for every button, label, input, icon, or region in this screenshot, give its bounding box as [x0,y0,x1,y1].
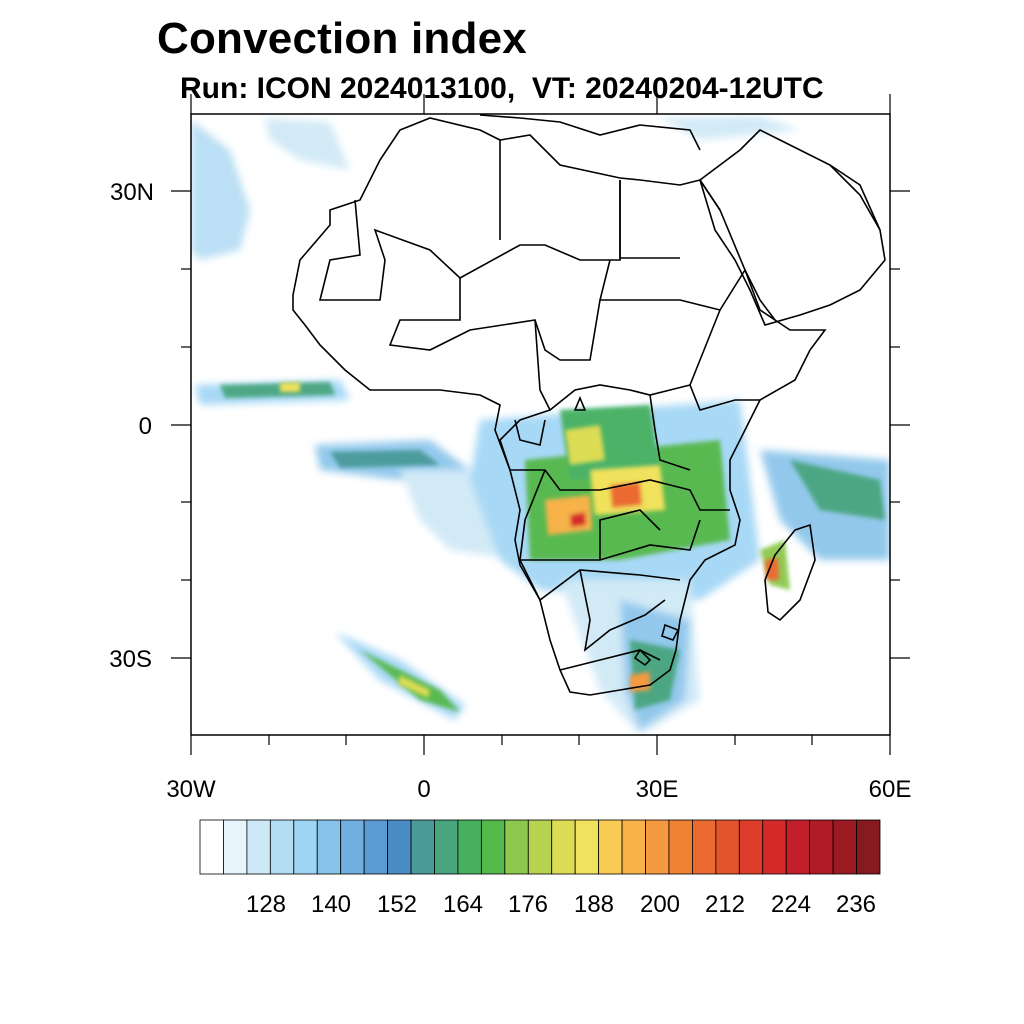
lat-label-30n: 30N [110,179,154,206]
axis-ticks [171,94,910,755]
colorbar-box [316,819,342,875]
colorbar-box [856,819,881,875]
colorbar-box [199,819,224,875]
map-title: Convection index [157,14,527,63]
colorbar-box [363,819,388,875]
lon-label-0: 0 [417,776,430,803]
colorbar-label: 200 [640,891,680,918]
colorbar-label: 140 [311,891,351,918]
colorbar-box [223,819,248,875]
lon-label-60e: 60E [869,776,912,803]
lon-labels: 30W 0 30E 60E [166,776,911,803]
colorbar-label: 224 [771,891,811,918]
lat-labels: 30N 0 30S [109,179,154,673]
lon-label-30e: 30E [636,776,679,803]
lat-label-0: 0 [139,413,152,440]
colorbar-box [293,819,318,875]
colorbar-box [269,819,295,875]
lat-label-30s: 30S [109,646,152,673]
colorbar-box [809,819,834,875]
colorbar-label: 152 [377,891,417,918]
coastlines [292,114,886,696]
colorbar-labels: 128 140 152 164 176 188 200 212 224 236 [246,891,876,918]
lon-label-30w: 30W [166,776,216,803]
colorbar-label: 188 [574,891,614,918]
colorbar-box [480,819,506,875]
colorbar-box [738,819,764,875]
colorbar-box [410,819,435,875]
colorbar-box [598,819,623,875]
convection-field [191,114,890,735]
colorbar-label: 164 [443,891,483,918]
colorbar-box [387,819,412,875]
colorbar-box [574,819,600,875]
colorbar-box [457,819,482,875]
colorbar-label: 236 [836,891,876,918]
colorbar-box [246,819,271,875]
colorbar-box [762,819,787,875]
colorbar-label: 212 [705,891,745,918]
colorbar-box [434,819,459,875]
map-subtitle: Run: ICON 2024013100, VT: 20240204-12UTC [180,72,824,105]
colorbar-box [645,819,670,875]
colorbar-box [504,819,529,875]
colorbar-box [551,819,576,875]
colorbar-box [832,819,857,875]
colorbar-box [785,819,811,875]
colorbar-box [340,819,365,875]
colorbar-label: 128 [246,891,286,918]
colorbar-box [715,819,740,875]
colorbar [199,819,881,875]
colorbar-label: 176 [508,891,548,918]
colorbar-box [668,819,693,875]
colorbar-box [621,819,646,875]
colorbar-box [527,819,553,875]
colorbar-box [692,819,717,875]
